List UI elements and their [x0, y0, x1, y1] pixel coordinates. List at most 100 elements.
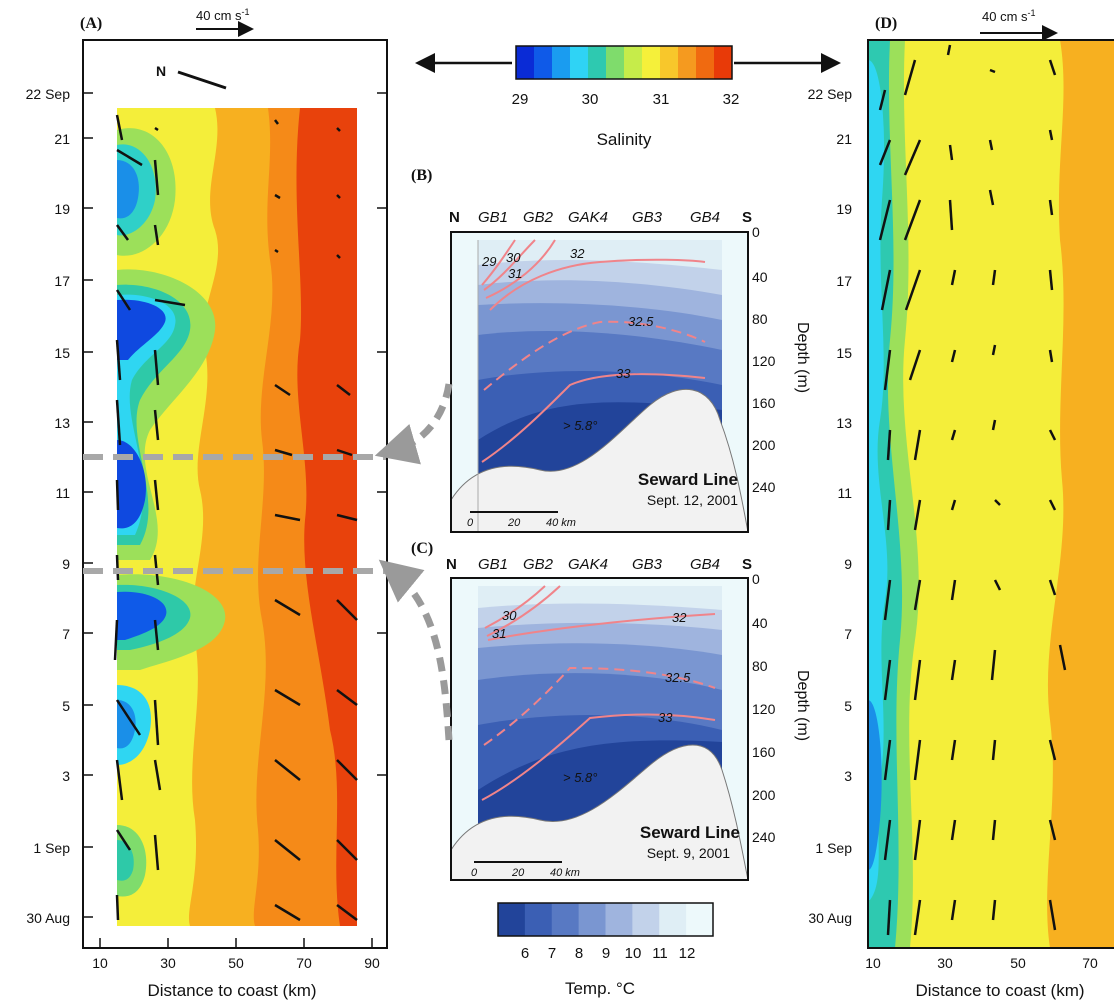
panel-b-contour-labels: 29 30 31 32 32.5 33 — [481, 246, 654, 381]
salinity-title: Salinity — [597, 130, 652, 149]
svg-text:0: 0 — [467, 517, 474, 529]
svg-text:32: 32 — [570, 246, 585, 261]
svg-text:13: 13 — [54, 415, 70, 431]
svg-text:10: 10 — [865, 955, 881, 971]
svg-text:7: 7 — [844, 626, 852, 642]
colorbar-swatch — [660, 46, 679, 79]
svg-text:29: 29 — [481, 254, 496, 269]
panel-c-depth-label: Depth (m) — [794, 670, 811, 741]
svg-text:13: 13 — [836, 415, 852, 431]
svg-text:3: 3 — [62, 768, 70, 784]
svg-text:8: 8 — [575, 945, 583, 962]
colorbar-swatch — [659, 903, 687, 936]
svg-text:90: 90 — [364, 955, 380, 971]
svg-text:15: 15 — [836, 345, 852, 361]
svg-text:32: 32 — [723, 91, 740, 108]
svg-text:21: 21 — [54, 131, 70, 147]
panel-b-label: (B) — [411, 167, 432, 184]
svg-text:9: 9 — [602, 945, 610, 962]
svg-text:200: 200 — [752, 437, 776, 453]
temp-title: Temp. °C — [565, 979, 635, 998]
svg-text:22 Sep: 22 Sep — [808, 86, 853, 102]
north-arrow — [177, 70, 227, 90]
svg-text:9: 9 — [62, 556, 70, 572]
panel-b-pointer — [374, 383, 453, 465]
svg-text:5: 5 — [62, 698, 70, 714]
svg-text:30 Aug: 30 Aug — [26, 910, 70, 926]
svg-text:0: 0 — [752, 571, 760, 587]
panel-c-pointer — [378, 559, 453, 741]
colorbar-swatch — [678, 46, 697, 79]
svg-text:GAK4: GAK4 — [568, 209, 608, 226]
colorbar-swatch — [686, 903, 714, 936]
svg-text:3: 3 — [844, 768, 852, 784]
colorbar-swatch — [606, 46, 625, 79]
svg-text:40: 40 — [752, 615, 768, 631]
svg-text:20: 20 — [511, 867, 525, 879]
colorbar-swatch — [714, 46, 733, 79]
svg-text:21: 21 — [836, 131, 852, 147]
colorbar-swatch — [534, 46, 553, 79]
temp-colorbar: 6 7 8 9 10 11 12 Temp. °C — [497, 902, 714, 998]
svg-text:GB4: GB4 — [690, 209, 720, 226]
colorbar-swatch — [551, 903, 580, 936]
colorbar-swatch — [498, 903, 526, 936]
svg-text:GB4: GB4 — [690, 556, 720, 573]
svg-text:17: 17 — [54, 273, 70, 289]
panel-b-depth-label: Depth (m) — [794, 322, 811, 393]
panel-d-xticks: 10 30 50 70 — [865, 955, 1098, 971]
panel-c-depth-ticks: 0 40 80 120 160 200 240 — [752, 571, 776, 845]
svg-text:19: 19 — [836, 201, 852, 217]
panel-b-contours — [481, 239, 706, 463]
svg-text:GB3: GB3 — [632, 556, 663, 573]
svg-text:10: 10 — [625, 945, 642, 962]
colorbar-swatch — [624, 46, 643, 79]
north-label: N — [156, 63, 166, 79]
svg-text:11: 11 — [652, 945, 668, 962]
panel-b-date: Sept. 12, 2001 — [647, 492, 738, 508]
panel-b-stations: GB1 GB2 GAK4 GB3 GB4 — [478, 209, 720, 226]
svg-text:15: 15 — [54, 345, 70, 361]
panel-a-xlabel: Distance to coast (km) — [147, 981, 316, 1000]
colorbar-swatch — [552, 46, 571, 79]
panel-d-yticks: 22 Sep 21 19 17 15 13 11 9 7 5 3 1 Sep 3… — [808, 86, 853, 926]
svg-text:80: 80 — [752, 658, 768, 674]
svg-text:GB2: GB2 — [523, 209, 554, 226]
svg-text:30 Aug: 30 Aug — [808, 910, 852, 926]
panel-b-frame — [450, 231, 749, 533]
svg-text:GB1: GB1 — [478, 556, 508, 573]
temp-ticks: 6 7 8 9 10 11 12 — [521, 945, 696, 962]
svg-text:120: 120 — [752, 701, 776, 717]
panel-c: (C) N GB1 GB2 GAK4 GB3 GB4 S — [378, 540, 811, 881]
svg-text:0: 0 — [752, 224, 760, 240]
svg-text:7: 7 — [548, 945, 556, 962]
svg-text:70: 70 — [1082, 955, 1098, 971]
svg-text:160: 160 — [752, 395, 776, 411]
panel-c-label: (C) — [411, 540, 433, 557]
panel-c-north: N — [446, 556, 457, 573]
svg-text:6: 6 — [521, 945, 529, 962]
svg-text:32: 32 — [672, 610, 687, 625]
panel-a-frame — [82, 39, 388, 949]
panel-b-temp-note: > 5.8° — [563, 418, 597, 433]
panel-b-depth-ticks: 0 40 80 120 160 200 240 — [752, 224, 776, 495]
panel-a-vectors — [113, 114, 358, 922]
colorbar-swatch — [588, 46, 607, 79]
colorbar-swatch — [578, 903, 606, 936]
svg-text:5: 5 — [844, 698, 852, 714]
svg-text:19: 19 — [54, 201, 70, 217]
svg-text:17: 17 — [836, 273, 852, 289]
colorbar-swatch — [632, 903, 660, 936]
svg-text:31: 31 — [653, 91, 670, 108]
colorbar-swatch — [642, 46, 661, 79]
svg-text:40: 40 — [752, 269, 768, 285]
svg-text:31: 31 — [492, 626, 506, 641]
panel-d-contours — [868, 40, 1114, 948]
svg-text:30: 30 — [502, 608, 517, 623]
svg-text:80: 80 — [752, 311, 768, 327]
panel-a: (A) 40 cm s-1 — [26, 7, 388, 1000]
svg-text:50: 50 — [1010, 955, 1026, 971]
svg-text:GB1: GB1 — [478, 209, 508, 226]
panel-d-xlabel: Distance to coast (km) — [915, 981, 1084, 1000]
svg-text:120: 120 — [752, 353, 776, 369]
